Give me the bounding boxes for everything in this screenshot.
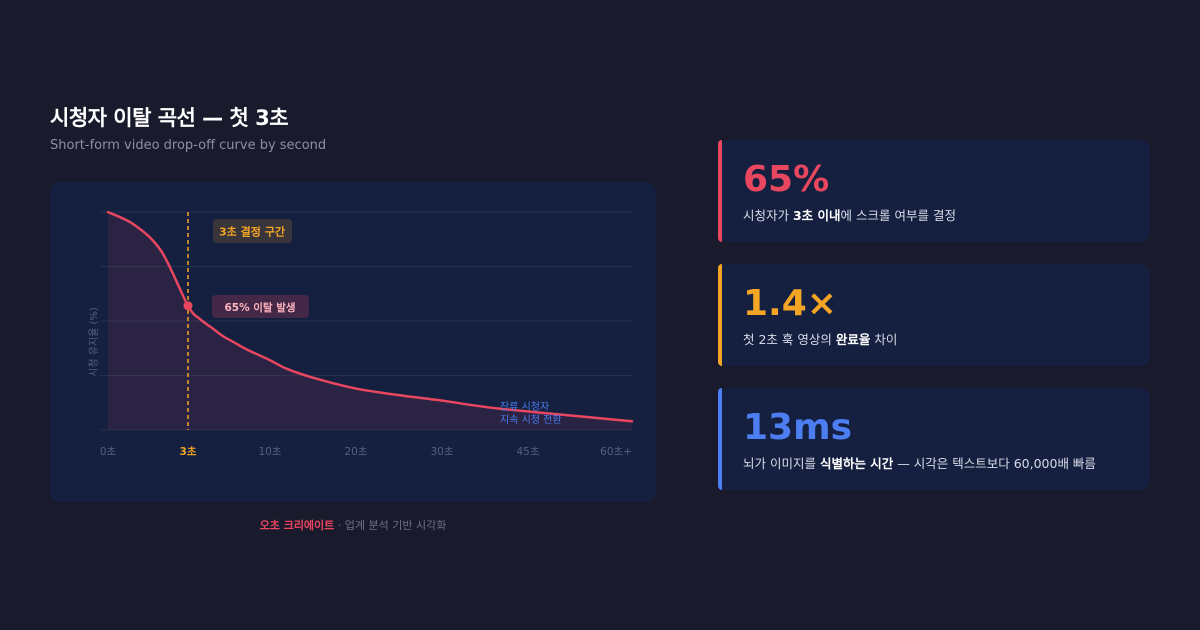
stat-value: 1.4× — [743, 283, 837, 324]
stat-description: 첫 2초 훅 영상의 완료율 차이 — [743, 329, 897, 348]
drop-point-marker — [183, 301, 193, 311]
x-tick-label: 20초 — [344, 446, 367, 458]
stat-accent-bar — [718, 264, 722, 366]
y-axis-label: 시청 유지율 (%) — [88, 307, 100, 377]
tail-label-line2: 지속 시청 전환 — [500, 414, 562, 426]
page-title: 시청자 이탈 곡선 — 첫 3초 — [50, 106, 289, 130]
page-subtitle: Short-form video drop-off curve by secon… — [50, 138, 327, 153]
stat-accent-bar — [718, 140, 722, 242]
area-fill — [108, 212, 632, 430]
stat-card-completion: 1.4× 첫 2초 훅 영상의 완료율 차이 — [718, 264, 1150, 366]
decision-label-box — [213, 219, 292, 243]
stat-desc-bold: 식별하는 시간 — [819, 456, 894, 471]
footer-brand: 오초 크리에이트 — [259, 519, 335, 532]
stat-card-recognition: 13ms 뇌가 이미지를 식별하는 시간 — 시각은 텍스트보다 60,000배… — [718, 388, 1150, 490]
stat-accent-bar — [718, 388, 722, 490]
x-tick-label: 30초 — [430, 446, 453, 458]
drop-label: 65% 이탈 발생 — [224, 301, 295, 314]
tail-label-line1: 잔류 시청자 — [500, 401, 549, 413]
stat-value: 13ms — [743, 407, 853, 448]
stat-desc-pre: 첫 2초 훅 영상의 — [743, 332, 836, 347]
x-tick-label: 3초 — [180, 445, 197, 458]
stat-desc-pre: 시청자가 — [743, 208, 793, 223]
decision-label: 3초 결정 구간 — [219, 225, 285, 239]
x-tick-label: 0초 — [100, 446, 117, 458]
stat-desc-post: 차이 — [870, 332, 898, 347]
x-tick-label: 45초 — [516, 446, 539, 458]
stat-desc-pre: 뇌가 이미지를 — [743, 456, 820, 471]
stat-desc-bold: 완료율 — [835, 332, 871, 347]
footer: 오초 크리에이트 · 업계 분석 기반 시각화 — [50, 517, 656, 533]
stat-desc-post: 에 스크롤 여부를 결정 — [840, 208, 956, 223]
stat-desc-bold: 3초 이내 — [792, 208, 841, 223]
x-tick-label: 10초 — [258, 446, 281, 458]
stat-card-drop-rate: 65% 시청자가 3초 이내에 스크롤 여부를 결정 — [718, 140, 1150, 242]
x-tick-label: 60초+ — [600, 446, 632, 458]
drop-label-box — [212, 295, 309, 318]
stat-desc-post: — 시각은 텍스트보다 60,000배 빠름 — [893, 456, 1096, 471]
footer-text: · 업계 분석 기반 시각화 — [334, 519, 447, 532]
stat-value: 65% — [743, 159, 830, 200]
stat-description: 시청자가 3초 이내에 스크롤 여부를 결정 — [743, 205, 956, 224]
stat-description: 뇌가 이미지를 식별하는 시간 — 시각은 텍스트보다 60,000배 빠름 — [743, 453, 1096, 472]
